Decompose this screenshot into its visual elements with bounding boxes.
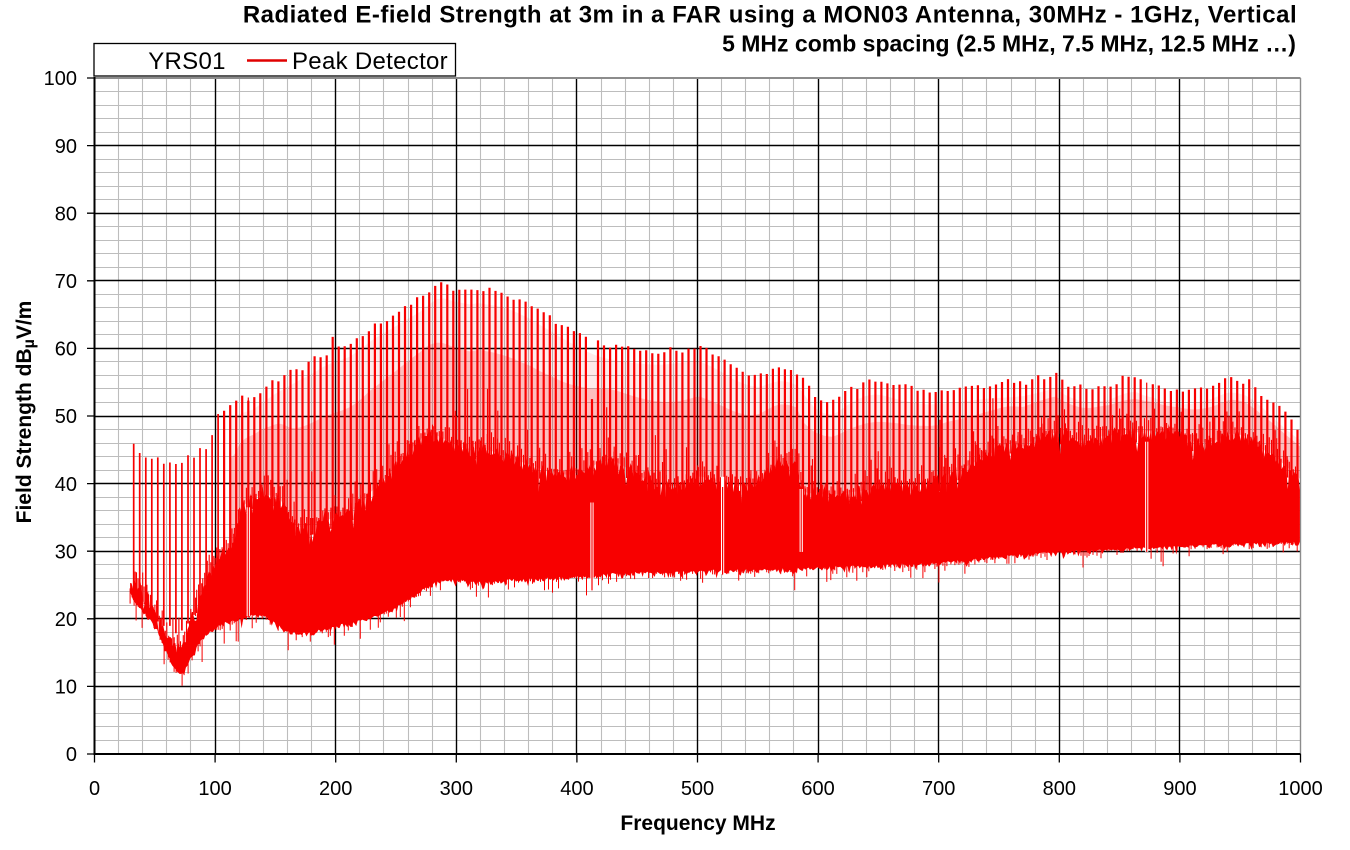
svg-text:1000: 1000 xyxy=(1278,778,1323,800)
svg-text:0: 0 xyxy=(66,744,77,766)
svg-text:80: 80 xyxy=(55,203,77,225)
svg-text:5 MHz comb spacing (2.5 MHz, 7: 5 MHz comb spacing (2.5 MHz, 7.5 MHz, 12… xyxy=(722,31,1296,57)
svg-text:Peak Detector: Peak Detector xyxy=(292,48,448,75)
svg-text:500: 500 xyxy=(681,778,714,800)
svg-text:10: 10 xyxy=(55,677,77,699)
svg-text:20: 20 xyxy=(55,609,77,631)
svg-text:900: 900 xyxy=(1163,778,1196,800)
svg-text:Field Strength dBµV/m: Field Strength dBµV/m xyxy=(13,301,38,524)
svg-text:50: 50 xyxy=(55,406,77,428)
svg-text:700: 700 xyxy=(922,778,955,800)
svg-text:400: 400 xyxy=(560,778,593,800)
svg-text:300: 300 xyxy=(440,778,473,800)
svg-text:40: 40 xyxy=(55,474,77,496)
svg-text:100: 100 xyxy=(198,778,231,800)
svg-text:200: 200 xyxy=(319,778,352,800)
svg-text:90: 90 xyxy=(55,136,77,158)
svg-text:Radiated E-field Strength at 3: Radiated E-field Strength at 3m in a FAR… xyxy=(243,2,1297,29)
svg-text:800: 800 xyxy=(1043,778,1076,800)
svg-text:0: 0 xyxy=(89,778,100,800)
svg-text:70: 70 xyxy=(55,271,77,293)
svg-text:YRS01: YRS01 xyxy=(148,48,226,75)
svg-text:60: 60 xyxy=(55,339,77,361)
svg-text:Frequency MHz: Frequency MHz xyxy=(620,812,775,835)
svg-text:30: 30 xyxy=(55,541,77,563)
svg-text:100: 100 xyxy=(44,68,77,90)
svg-text:600: 600 xyxy=(801,778,834,800)
